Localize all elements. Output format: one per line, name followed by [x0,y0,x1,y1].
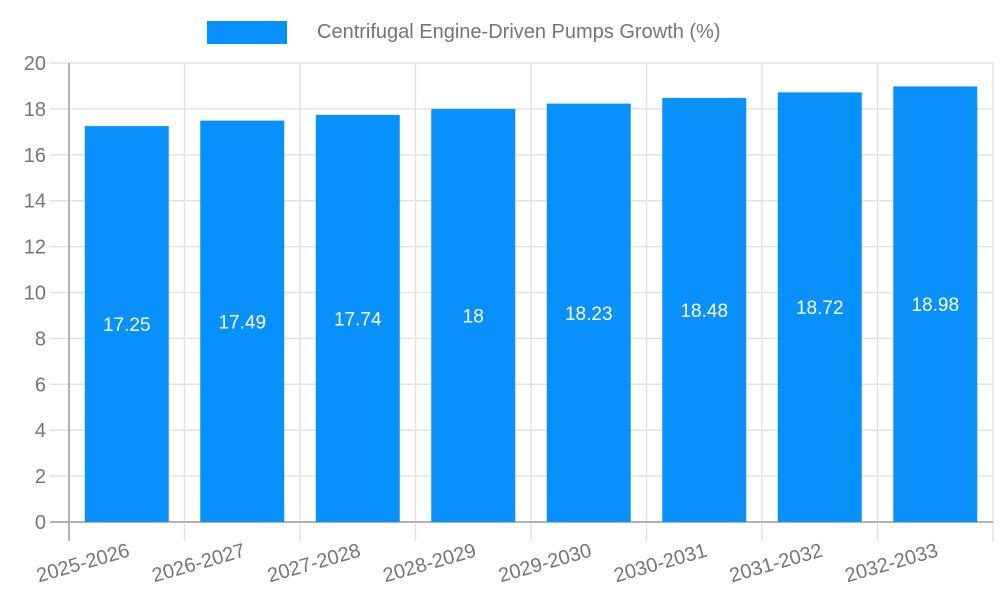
y-tick-label: 0 [35,512,46,534]
bar-value-label: 18.72 [796,298,844,319]
bar [893,86,978,522]
y-tick-label: 18 [24,99,46,121]
y-tick-label: 16 [24,145,46,167]
legend-label: Centrifugal Engine-Driven Pumps Growth (… [317,21,721,43]
y-tick-label: 14 [24,191,46,213]
bar-value-label: 17.49 [218,312,266,333]
legend-swatch [207,21,287,44]
x-tick-label: 2029-2030 [496,540,594,588]
x-tick-label: 2030-2031 [612,540,710,588]
bar [546,103,631,523]
x-tick-label: 2032-2033 [843,540,941,588]
y-tick-label: 12 [24,237,46,259]
bar [431,108,516,523]
bar-value-label: 18.48 [680,301,728,322]
bar [84,126,169,523]
y-tick-label: 4 [35,420,46,442]
y-tick-label: 8 [35,328,46,350]
y-tick-label: 6 [35,374,46,396]
x-tick-label: 2028-2029 [381,540,479,588]
bar-value-label: 17.25 [103,315,151,336]
x-tick-label: 2025-2026 [34,540,132,588]
bar [315,114,400,522]
legend: Centrifugal Engine-Driven Pumps Growth (… [207,21,721,44]
y-tick-label: 2 [35,466,46,488]
x-tick-label: 2026-2027 [150,540,248,588]
bar [662,97,747,522]
bar [200,120,285,523]
bar-value-label: 18 [463,306,484,327]
y-tick-label: 10 [24,283,46,305]
bar [777,92,862,522]
y-tick-label: 20 [24,53,46,75]
x-tick-label: 2031-2032 [727,540,825,588]
bar-value-label: 18.23 [565,304,613,325]
bar-value-label: 17.74 [334,309,382,330]
x-tick-label: 2027-2028 [265,540,363,588]
bar-value-label: 18.98 [911,295,959,316]
